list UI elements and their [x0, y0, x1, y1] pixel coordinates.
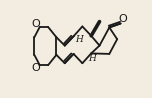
- Text: H: H: [88, 54, 96, 63]
- Text: H: H: [76, 35, 83, 44]
- Text: O: O: [31, 19, 40, 29]
- Text: O: O: [118, 14, 127, 24]
- Text: O: O: [31, 63, 40, 73]
